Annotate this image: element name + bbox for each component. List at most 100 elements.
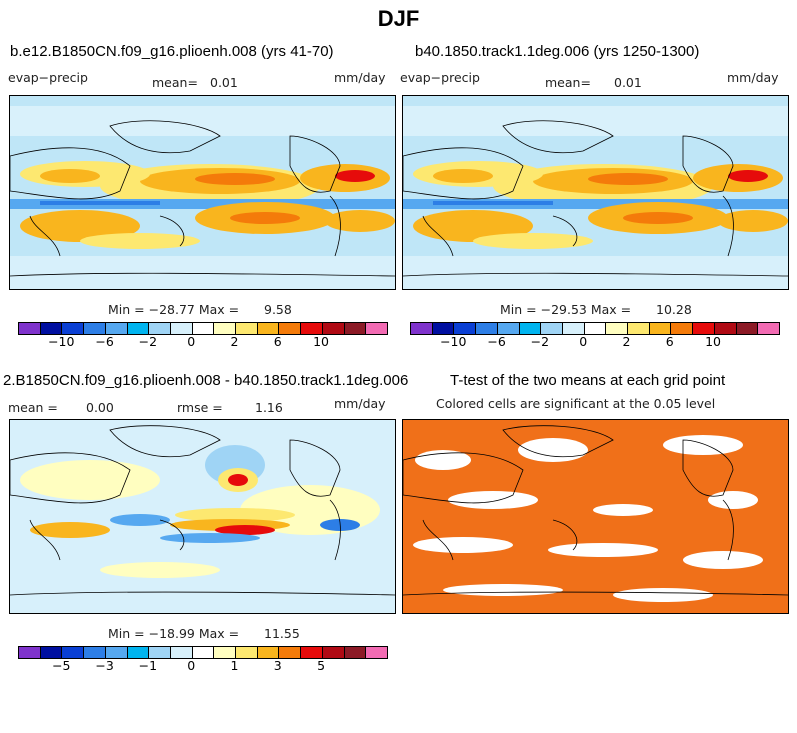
colorbar-3-segment xyxy=(170,647,193,658)
colorbar-2-segment xyxy=(411,323,433,334)
panel2-title: b40.1850.track1.1deg.006 (yrs 1250-1300) xyxy=(415,43,700,60)
panel2-mean-label: mean= xyxy=(545,75,591,90)
colorbar-1-segment xyxy=(105,323,128,334)
colorbar-2-segment xyxy=(714,323,737,334)
figure-title: DJF xyxy=(377,6,420,31)
panel1-mean-value: 0.01 xyxy=(210,75,238,90)
colorbar-tick-label: −1 xyxy=(138,658,158,673)
panel1-mean-label: mean= xyxy=(152,75,198,90)
panel2-max-value: 10.28 xyxy=(656,302,692,317)
colorbar-3-segment xyxy=(149,647,171,658)
significance-map xyxy=(402,419,789,614)
panel2-variable: evap−precip xyxy=(400,70,480,85)
colorbar-3-segment xyxy=(301,647,323,658)
colorbar-1-segment xyxy=(149,323,171,334)
colorbar-1-segment xyxy=(62,323,85,334)
colorbar-1-segment xyxy=(366,323,387,334)
colorbar-3 xyxy=(18,646,388,659)
colorbar-tick-label: −10 xyxy=(48,334,75,349)
panel1-min-max-label: Min = −28.77 Max = xyxy=(108,302,240,317)
colorbar-3-segment xyxy=(214,647,237,658)
panel3-units: mm/day xyxy=(334,396,386,411)
colorbar-2-segment xyxy=(476,323,498,334)
colorbar-2-segment xyxy=(649,323,672,334)
panel2-mean-value: 0.01 xyxy=(614,75,642,90)
colorbar-3-segment xyxy=(40,647,63,658)
colorbar-tick-label: 1 xyxy=(230,658,239,673)
panel3-min-max-label: Min = −18.99 Max = xyxy=(108,626,240,641)
colorbar-1-segment xyxy=(214,323,237,334)
colorbar-2-segment xyxy=(736,323,759,334)
colorbar-2-segment xyxy=(432,323,455,334)
colorbar-2-segment xyxy=(606,323,629,334)
colorbar-tick-label: −6 xyxy=(95,334,114,349)
colorbar-3-segment xyxy=(192,647,215,658)
colorbar-3-segment xyxy=(279,647,302,658)
colorbar-1-segment xyxy=(236,323,258,334)
panel4-subtitle: Colored cells are significant at the 0.0… xyxy=(436,396,716,411)
colorbar-2-segment xyxy=(584,323,607,334)
colorbar-tick-label: 0 xyxy=(187,658,196,673)
colorbar-2-segment xyxy=(541,323,563,334)
colorbar-tick-label: 0 xyxy=(579,334,588,349)
colorbar-1-segment xyxy=(322,323,345,334)
colorbar-3-segment xyxy=(105,647,128,658)
colorbar-2-segment xyxy=(628,323,650,334)
colorbar-2-segment xyxy=(693,323,715,334)
colorbar-1-segment xyxy=(19,323,41,334)
evap-precip-map-1 xyxy=(9,95,396,290)
colorbar-2-segment xyxy=(671,323,694,334)
colorbar-tick-label: 5 xyxy=(317,658,326,673)
colorbar-tick-label: 2 xyxy=(622,334,631,349)
colorbar-tick-label: −2 xyxy=(530,334,550,349)
colorbar-2-segment xyxy=(562,323,585,334)
colorbar-1-segment xyxy=(84,323,106,334)
panel4-title: T-test of the two means at each grid poi… xyxy=(450,372,726,389)
colorbar-tick-label: −10 xyxy=(440,334,467,349)
colorbar-tick-label: 3 xyxy=(273,658,282,673)
colorbar-1 xyxy=(18,322,388,335)
colorbar-tick-label: 2 xyxy=(230,334,239,349)
colorbar-tick-label: −6 xyxy=(487,334,506,349)
colorbar-3-segment xyxy=(366,647,387,658)
colorbar-2-segment xyxy=(454,323,477,334)
colorbar-1-segment xyxy=(344,323,367,334)
colorbar-1-segment xyxy=(170,323,193,334)
colorbar-2-segment xyxy=(497,323,520,334)
colorbar-1-segment xyxy=(40,323,63,334)
panel1-max-value: 9.58 xyxy=(264,302,292,317)
panel3-max-value: 11.55 xyxy=(264,626,300,641)
panel2-min-max-label: Min = −29.53 Max = xyxy=(500,302,632,317)
colorbar-1-segment xyxy=(279,323,302,334)
panel2-units: mm/day xyxy=(727,70,779,85)
panel3-rmse-label: rmse = xyxy=(177,400,223,415)
colorbar-tick-label: 6 xyxy=(665,334,674,349)
colorbar-2-segment xyxy=(758,323,779,334)
colorbar-1-segment xyxy=(301,323,323,334)
panel3-mean-value: 0.00 xyxy=(86,400,114,415)
colorbar-tick-label: 10 xyxy=(313,334,329,349)
colorbar-tick-label: −5 xyxy=(52,658,71,673)
panel1-title: b.e12.B1850CN.f09_g16.plioenh.008 (yrs 4… xyxy=(10,43,334,60)
panel3-mean-label: mean = xyxy=(8,400,58,415)
colorbar-3-segment xyxy=(322,647,345,658)
colorbar-tick-label: 0 xyxy=(187,334,196,349)
difference-map xyxy=(9,419,396,614)
colorbar-3-segment xyxy=(19,647,41,658)
evap-precip-map-2 xyxy=(402,95,789,290)
colorbar-tick-label: 10 xyxy=(705,334,721,349)
colorbar-3-segment xyxy=(84,647,106,658)
colorbar-1-segment xyxy=(127,323,150,334)
colorbar-2-segment xyxy=(519,323,542,334)
panel1-variable: evap−precip xyxy=(8,70,88,85)
colorbar-3-segment xyxy=(127,647,150,658)
colorbar-3-segment xyxy=(236,647,258,658)
colorbar-tick-label: −2 xyxy=(138,334,158,349)
colorbar-tick-label: 6 xyxy=(273,334,282,349)
colorbar-1-segment xyxy=(257,323,280,334)
panel3-rmse-value: 1.16 xyxy=(255,400,283,415)
colorbar-3-segment xyxy=(257,647,280,658)
colorbar-3-segment xyxy=(62,647,85,658)
panel1-units: mm/day xyxy=(334,70,386,85)
colorbar-2 xyxy=(410,322,780,335)
